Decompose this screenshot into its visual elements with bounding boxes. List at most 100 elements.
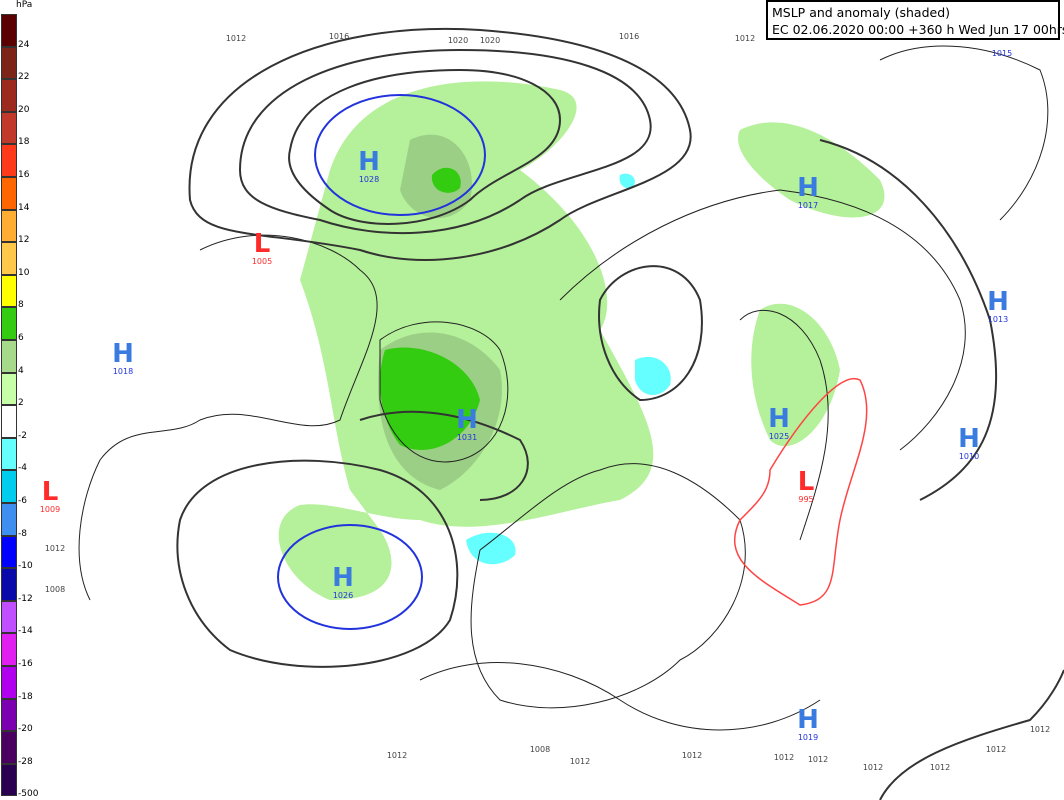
coastline (739, 309, 829, 541)
isobar-1024 (277, 524, 423, 630)
legend-label: 6 (18, 333, 24, 343)
pressure-letter: L (798, 467, 815, 497)
anomaly-area (431, 167, 461, 193)
legend-swatch (1, 274, 17, 308)
isobar-label: 1008 (45, 585, 65, 594)
anomaly-area (751, 303, 840, 447)
pressure-value: 1025 (769, 432, 789, 441)
pressure-value: 1019 (798, 733, 818, 742)
isobar-line (819, 139, 998, 501)
isobar-label: 1016 (619, 32, 639, 41)
legend-swatch (1, 340, 17, 373)
coastline (470, 463, 746, 709)
legend-label: 12 (18, 235, 30, 246)
map-run-info: EC 02.06.2020 00:00 +360 h Wed Jun 17 00… (772, 22, 1064, 37)
anomaly-area (738, 122, 885, 218)
legend-label: -10 (18, 561, 33, 572)
isobar-label: 1008 (530, 745, 550, 754)
legend-label: 8 (18, 300, 24, 311)
legend-label: -12 (18, 593, 33, 604)
legend-swatch (1, 698, 17, 732)
isobar-label: 1012 (570, 757, 590, 766)
isobar-1028 (314, 94, 486, 216)
legend-label: -18 (18, 691, 33, 702)
legend-swatch (1, 111, 17, 145)
pressure-value: 1005 (252, 257, 272, 266)
coastline (78, 234, 378, 601)
legend-label: 24 (18, 39, 30, 50)
pressure-letter: H (797, 705, 819, 735)
coastline (559, 189, 966, 451)
legend-label: 20 (18, 104, 30, 115)
isobar-label: 1012 (986, 745, 1006, 754)
pressure-value: 1026 (333, 591, 353, 600)
legend-label: -500 (18, 789, 39, 800)
high-pressure-center: 1015 (992, 49, 1012, 58)
isobar-line (238, 48, 652, 235)
coastline (879, 45, 1049, 221)
legend-label: 16 (18, 170, 30, 180)
legend-label: 22 (18, 72, 30, 83)
legend-label: -2 (18, 430, 27, 441)
pressure-value: 1015 (992, 49, 1012, 58)
pressure-value: 1017 (798, 201, 818, 210)
pressure-letter: H (456, 405, 478, 435)
low-anomaly-contour (733, 377, 868, 606)
isobar-label: 1012 (45, 544, 65, 553)
isobar-label: 1012 (735, 34, 755, 43)
legend-label: -16 (18, 659, 33, 669)
pressure-systems: H1028L1005H1018H1031L1009H1026H1017H1013… (40, 49, 1012, 742)
isobar-labels: 1012 1016 1020 1020 1016 1012 1012 1008 1008 1012… (45, 32, 1050, 772)
legend-label: 18 (18, 137, 30, 148)
isobar-line (288, 68, 562, 225)
legend-label: -14 (18, 626, 33, 637)
pressure-letter: L (254, 229, 271, 259)
isobar-label: 1012 (1030, 725, 1050, 734)
legend-label: -6 (18, 496, 27, 506)
coastline (419, 662, 821, 731)
isobar-label: 1012 (930, 763, 950, 772)
map-title-box: MSLP and anomaly (shaded) EC 02.06.2020 … (766, 0, 1064, 40)
isobar-line (176, 459, 459, 668)
legend-swatch (1, 14, 17, 47)
isobar-label: 1012 (226, 34, 246, 43)
pressure-letter: H (987, 287, 1009, 317)
pressure-value: 1009 (40, 505, 60, 514)
legend-swatch (1, 763, 17, 797)
coastline (379, 321, 509, 463)
legend-swatch (1, 731, 17, 764)
isobar-label: 1012 (863, 763, 883, 772)
legend-swatch (1, 46, 17, 80)
legend-label: -20 (18, 724, 33, 735)
legend-unit: hPa (16, 0, 33, 10)
legend-swatch (1, 633, 17, 666)
isobars (176, 28, 1064, 800)
legend-swatch (1, 242, 17, 275)
isobar-line (598, 265, 703, 402)
pressure-letter: L (42, 477, 59, 507)
pressure-letter: H (797, 173, 819, 203)
legend-swatch (1, 177, 17, 210)
legend-swatch (1, 666, 17, 699)
isobar-label: 1020 (480, 36, 500, 45)
isobar-label: 1016 (329, 32, 349, 41)
legend-swatch (1, 437, 17, 471)
legend-swatch (1, 470, 17, 503)
pressure-value: 995 (798, 495, 813, 504)
legend-label: -4 (18, 463, 27, 474)
coastlines (78, 45, 1049, 731)
pressure-letter: H (958, 424, 980, 454)
legend-swatch (1, 405, 17, 438)
legend-swatch (1, 503, 17, 536)
isobar-line (359, 410, 529, 501)
anomaly-area (466, 532, 516, 565)
